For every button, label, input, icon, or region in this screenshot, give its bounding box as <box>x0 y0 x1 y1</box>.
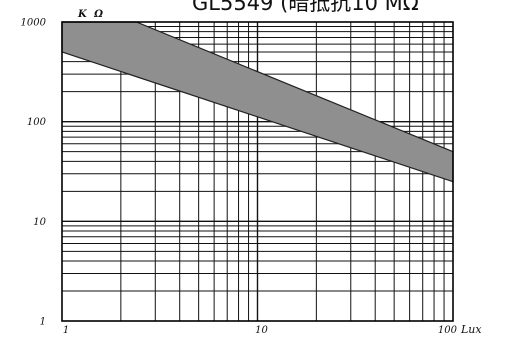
x-axis-unit-label: Lux <box>460 323 482 336</box>
x-tick-label: 1 <box>63 325 69 336</box>
x-tick-label: 100 <box>438 325 458 336</box>
y-tick-label: 10 <box>33 217 46 228</box>
axis-layer <box>61 21 454 322</box>
y-tick-label: 1000 <box>21 18 47 29</box>
chart-title: GL5549 (暗抵抗10 MΩ <box>192 0 419 15</box>
label-layer: 1 10 100 1000 1 10 100 <box>21 18 458 337</box>
plot-frame <box>61 21 454 322</box>
x-tick-label: 10 <box>255 325 268 336</box>
y-tick-label: 100 <box>27 117 47 128</box>
y-tick-label: 1 <box>40 317 46 328</box>
y-axis-unit-label: K Ω <box>77 9 105 20</box>
